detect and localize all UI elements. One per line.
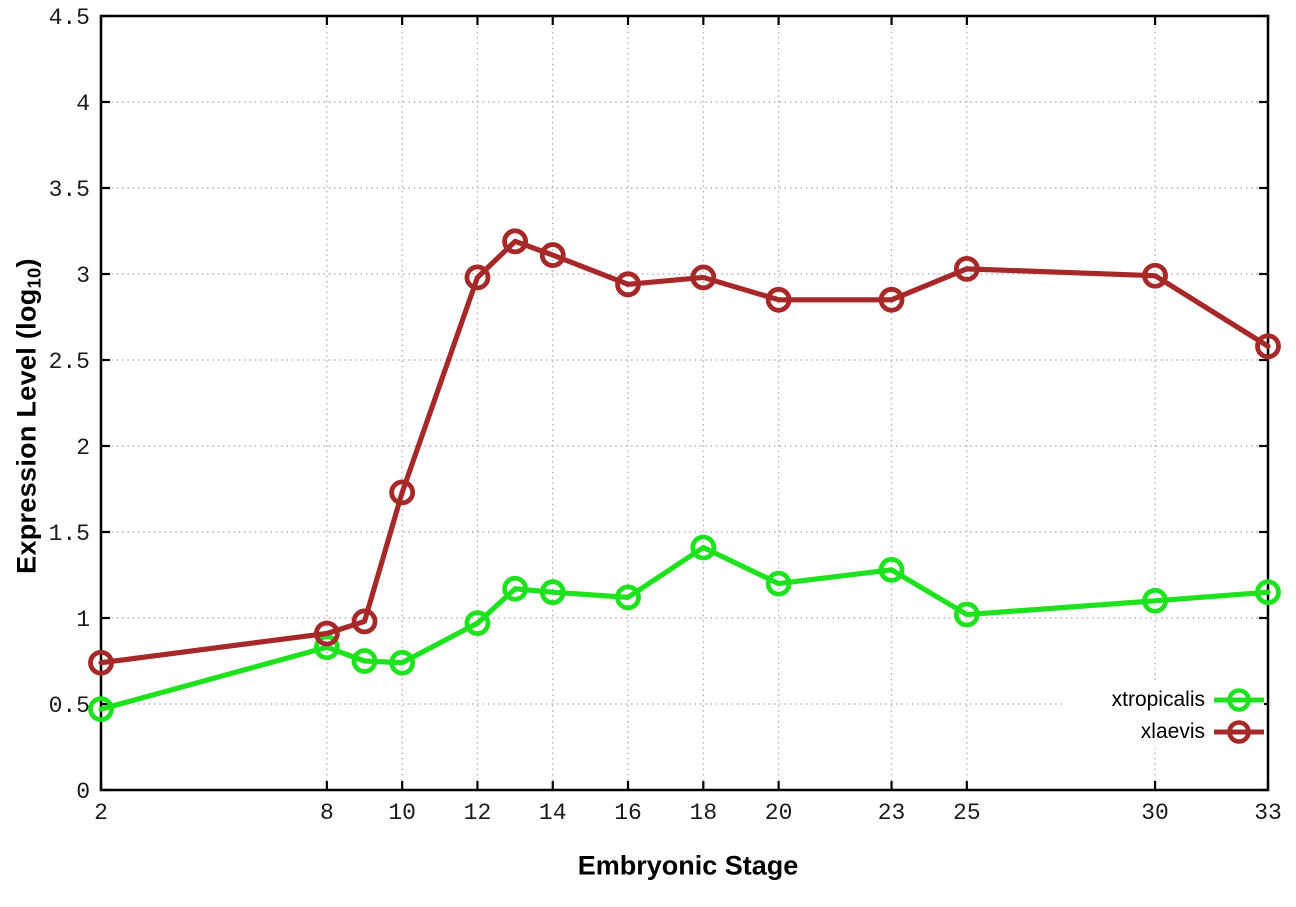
data-point-xtropicalis-stage-33 (1255, 579, 1281, 606)
series-xlaevis-line (98, 238, 1271, 666)
data-point-xtropicalis-stage-8 (313, 634, 340, 661)
data-point-xtropicalis-stage-23 (878, 556, 905, 583)
svg-text:10: 10 (388, 800, 416, 826)
plot-border (99, 14, 1270, 792)
y-axis-title-text: Expression Level (log (11, 288, 42, 574)
data-point-xtropicalis-stage-25 (953, 601, 980, 628)
data-point-xlaevis-stage-18 (690, 264, 717, 291)
svg-text:2: 2 (94, 800, 108, 826)
data-point-xtropicalis-stage-30 (1142, 587, 1168, 614)
data-point-xtropicalis-stage-20 (765, 570, 792, 597)
legend-marker-xlaevis (1214, 719, 1264, 744)
svg-text:4: 4 (76, 91, 90, 117)
y-axis-title-close: ) (11, 258, 42, 268)
data-point-xlaevis-stage-30 (1142, 262, 1168, 289)
data-point-xtropicalis-stage-12 (464, 610, 491, 637)
data-point-xlaevis-stage-14 (539, 242, 566, 268)
svg-text:3.5: 3.5 (49, 177, 90, 203)
svg-text:2.5: 2.5 (49, 349, 90, 375)
svg-text:18: 18 (690, 800, 718, 826)
tick-marks (99, 14, 1270, 792)
data-point-xlaevis-stage-25 (953, 255, 980, 282)
data-point-xtropicalis-stage-9 (351, 648, 378, 674)
data-point-xlaevis-stage-13 (502, 228, 528, 255)
gridlines (100, 15, 1269, 791)
svg-text:2: 2 (76, 435, 90, 461)
data-point-xlaevis-stage-12 (464, 264, 491, 291)
data-point-xlaevis-stage-10 (389, 479, 416, 506)
svg-text:16: 16 (614, 800, 642, 826)
svg-text:30: 30 (1141, 800, 1169, 826)
data-point-xtropicalis-stage-16 (615, 584, 641, 611)
legend-item-xlaevis: xlaevis (1064, 717, 1264, 746)
svg-text:12: 12 (464, 800, 492, 826)
data-point-xlaevis-stage-23 (878, 286, 905, 313)
data-point-xlaevis-stage-33 (1255, 333, 1281, 360)
legend: xtropicalis xlaevis (1062, 683, 1264, 748)
x-tick-labels: 2 8 10 12 14 16 18 20 23 25 30 33 (94, 800, 1282, 826)
y-axis-title: Expression Level (log10) (11, 258, 45, 574)
svg-text:0: 0 (76, 779, 90, 805)
legend-marker-xtropicalis (1214, 687, 1264, 712)
data-point-xlaevis-stage-2 (88, 649, 114, 676)
data-point-xlaevis-stage-20 (765, 286, 792, 313)
series-xtropicalis-line (98, 544, 1271, 712)
data-point-xlaevis-stage-16 (615, 271, 641, 298)
series-xlaevis (88, 228, 1281, 676)
svg-text:1.5: 1.5 (49, 521, 90, 547)
svg-text:20: 20 (765, 800, 793, 826)
svg-text:14: 14 (539, 800, 567, 826)
svg-text:23: 23 (878, 800, 906, 826)
data-point-xtropicalis-stage-14 (539, 579, 566, 606)
data-point-xtropicalis-stage-18 (690, 534, 717, 561)
series-xtropicalis (88, 534, 1281, 723)
data-point-xtropicalis-stage-2 (88, 696, 114, 723)
svg-text:8: 8 (320, 800, 334, 826)
svg-text:33: 33 (1254, 800, 1282, 826)
data-point-xlaevis-stage-8 (313, 620, 340, 647)
data-point-xtropicalis-stage-10 (389, 649, 416, 676)
y-axis-title-subscript: 10 (23, 267, 45, 289)
x-axis-title: Embryonic Stage (577, 850, 799, 881)
svg-text:0.5: 0.5 (49, 693, 90, 719)
legend-item-xtropicalis: xtropicalis (1064, 685, 1264, 714)
data-point-xtropicalis-stage-13 (502, 575, 528, 602)
svg-text:25: 25 (953, 800, 981, 826)
svg-text:4.5: 4.5 (49, 5, 90, 31)
legend-label-xlaevis: xlaevis (1140, 719, 1205, 743)
y-tick-labels: 0 0.5 1 1.5 2 2.5 3 3.5 4 4.5 (49, 5, 90, 805)
svg-text:3: 3 (76, 263, 90, 289)
data-point-xlaevis-stage-9 (351, 608, 378, 635)
svg-text:1: 1 (76, 607, 90, 633)
legend-label-xtropicalis: xtropicalis (1111, 687, 1205, 711)
